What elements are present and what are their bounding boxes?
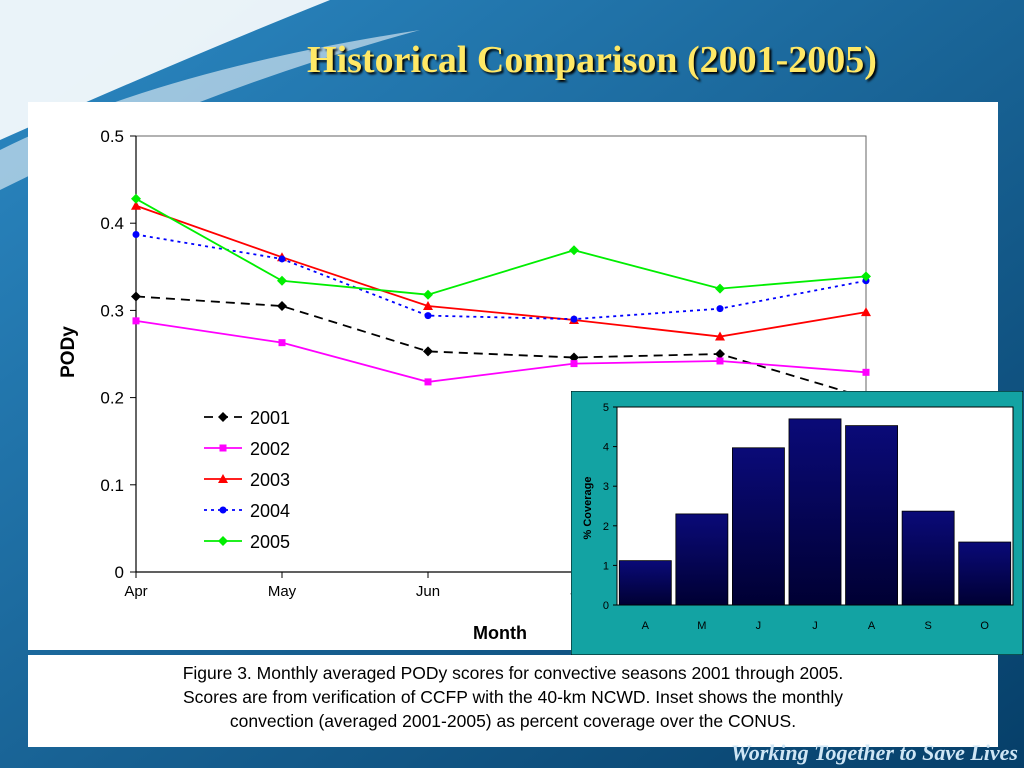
slide-title: Historical Comparison (2001-2005) xyxy=(307,39,877,81)
data-point xyxy=(278,255,286,263)
coverage-y-axis-label: % Coverage xyxy=(582,477,594,540)
legend-marker xyxy=(218,412,228,422)
coverage-x-tick-label: A xyxy=(868,620,876,632)
footer-slogan: Working Together to Save Lives xyxy=(730,740,1018,765)
data-point xyxy=(569,352,579,363)
coverage-x-tick-label: S xyxy=(924,620,931,632)
data-point xyxy=(861,307,871,317)
coverage-x-tick-label: J xyxy=(756,620,762,632)
legend-label: 2005 xyxy=(250,532,290,552)
pody-y-tick-label: 0.4 xyxy=(100,214,124,233)
pody-y-tick-label: 0.2 xyxy=(100,389,124,408)
legend-label: 2002 xyxy=(250,439,290,459)
legend-marker xyxy=(219,444,227,452)
pody-y-tick-label: 0.3 xyxy=(100,301,124,320)
caption-line: convection (averaged 2001-2005) as perce… xyxy=(229,711,797,731)
legend-item-2002: 2002 xyxy=(204,439,290,459)
pody-series xyxy=(131,193,871,403)
pody-line-chart: 0 0.1 0.2 0.3 0.4 0.5 Apr May Jun J 2001 2002 2003… xyxy=(58,127,871,643)
pody-y-tick-label: 0 xyxy=(115,563,124,582)
coverage-bar xyxy=(618,560,672,606)
coverage-y-ticks: 0 1 2 3 4 5 xyxy=(603,402,617,612)
data-point xyxy=(570,360,578,368)
data-point xyxy=(423,289,433,300)
data-point xyxy=(131,291,141,302)
series-line-2005 xyxy=(135,197,867,296)
data-point xyxy=(424,312,432,320)
data-point xyxy=(132,317,140,325)
data-point xyxy=(569,245,579,256)
legend-label: 2001 xyxy=(250,408,290,428)
data-point xyxy=(131,200,141,210)
coverage-y-tick-label: 1 xyxy=(603,560,609,572)
legend-marker xyxy=(218,536,228,546)
series-2001 xyxy=(131,291,871,403)
pody-y-tick-label: 0.5 xyxy=(100,127,124,146)
pody-legend: 2001 2002 2003 2004 2005 xyxy=(204,408,290,552)
data-point xyxy=(715,349,725,359)
coverage-y-tick-label: 4 xyxy=(603,442,609,454)
legend-label: 2003 xyxy=(250,470,290,490)
coverage-bar xyxy=(788,418,842,606)
coverage-x-tick-label: O xyxy=(980,620,989,632)
legend-marker xyxy=(218,474,228,483)
data-point xyxy=(278,339,286,347)
pody-x-tick-label: Apr xyxy=(124,583,147,600)
caption-line: Figure 3. Monthly averaged PODy scores f… xyxy=(182,663,844,683)
coverage-inset-chart: 0 1 2 3 4 5 A M J J A S O % Coverage xyxy=(571,391,1023,655)
data-point xyxy=(277,301,287,312)
data-point xyxy=(131,193,141,204)
pody-y-ticks: 0 0.1 0.2 0.3 0.4 0.5 xyxy=(100,127,136,582)
data-point xyxy=(570,315,578,323)
data-point xyxy=(861,271,871,282)
data-point xyxy=(132,231,140,239)
data-point xyxy=(715,283,725,294)
caption-line: Scores are from verification of CCFP wit… xyxy=(182,687,844,707)
coverage-y-tick-label: 5 xyxy=(603,402,609,414)
data-point xyxy=(277,275,287,286)
figure-caption: Figure 3. Monthly averaged PODy scores f… xyxy=(28,655,998,747)
coverage-y-tick-label: 3 xyxy=(603,481,609,493)
series-line-2002 xyxy=(135,319,867,383)
data-point xyxy=(862,368,870,376)
series-2002 xyxy=(132,317,870,386)
coverage-x-tick-label: A xyxy=(642,620,650,632)
legend-item-2003: 2003 xyxy=(204,470,290,490)
series-line-2004 xyxy=(135,233,867,321)
legend-item-2004: 2004 xyxy=(204,501,290,521)
coverage-y-tick-label: 2 xyxy=(603,521,609,533)
coverage-bar xyxy=(901,510,955,606)
pody-x-tick-label: Jun xyxy=(416,583,440,600)
pody-x-tick-label: May xyxy=(268,583,297,600)
series-line-2003 xyxy=(135,204,867,338)
pody-x-axis-label: Month xyxy=(473,623,527,643)
data-point xyxy=(423,301,433,311)
data-point xyxy=(716,357,724,365)
legend-marker xyxy=(219,506,227,514)
legend-item-2001: 2001 xyxy=(204,408,290,428)
coverage-bars xyxy=(618,418,1012,606)
coverage-bar xyxy=(732,447,785,606)
coverage-bar xyxy=(675,513,729,606)
pody-y-tick-label: 0.1 xyxy=(100,476,124,495)
data-point xyxy=(424,378,432,386)
coverage-bar xyxy=(958,541,1012,606)
pody-y-axis-label: PODy xyxy=(58,326,79,378)
data-point xyxy=(423,346,433,357)
series-2003 xyxy=(131,200,871,341)
coverage-y-tick-label: 0 xyxy=(603,600,609,612)
legend-item-2005: 2005 xyxy=(204,532,290,552)
data-point xyxy=(716,305,724,313)
data-point xyxy=(715,331,725,341)
series-2004 xyxy=(132,231,870,323)
coverage-x-tick-label: M xyxy=(697,620,706,632)
series-line-2001 xyxy=(135,295,867,399)
legend-label: 2004 xyxy=(250,501,290,521)
coverage-x-tick-label: J xyxy=(812,620,818,632)
coverage-bar xyxy=(845,425,898,606)
series-2005 xyxy=(131,193,871,300)
